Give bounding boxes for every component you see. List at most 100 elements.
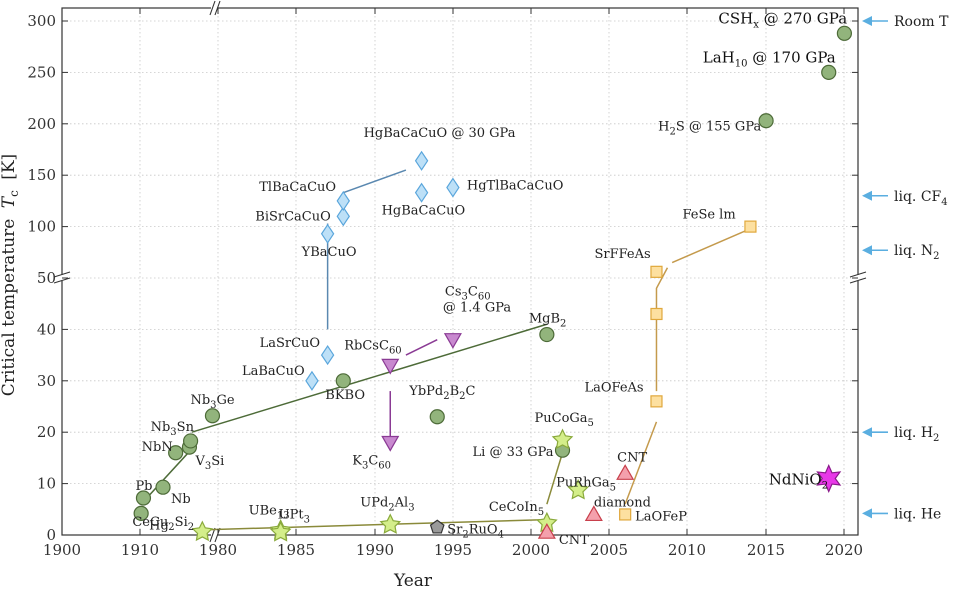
y-break-left [53, 277, 71, 284]
heavy_fermion-marker [551, 428, 574, 450]
y-tick-label: 20 [37, 423, 56, 441]
iron-label: LaOFeAs [584, 380, 643, 395]
cuprate-marker [446, 177, 460, 198]
iron-marker [619, 508, 632, 521]
label-subscript: 2 [388, 503, 394, 514]
label-text: LaSrCuO [260, 336, 320, 351]
heavy_fermion-label: UPt3 [279, 507, 310, 525]
ref-label-subscript: 2 [933, 251, 939, 262]
y-break-right [849, 271, 867, 278]
label-text: BKBO [325, 388, 365, 403]
x-tick-label: 1990 [356, 541, 394, 559]
x-tick-label: 1910 [121, 541, 159, 559]
cuprate-marker [320, 345, 335, 366]
label-text: @ 170 GPa [747, 48, 835, 66]
label-text: PuCoGa [535, 411, 588, 426]
label-subscript: 3 [170, 427, 176, 438]
x-tick-label: 1900 [43, 541, 81, 559]
ref-label: liq. CF4 [894, 189, 948, 208]
fulleride-label: K3C60 [352, 453, 391, 471]
x-tick-label: 2010 [668, 541, 706, 559]
label-text: Li @ 33 GPa [473, 445, 554, 460]
label-text: Si [175, 515, 188, 530]
heavy_fermion-label: UPd2Al3 [360, 496, 414, 514]
label-subscript: x [753, 19, 759, 30]
ref-label-text: liq. He [894, 506, 941, 522]
x-break-top-mask [211, 1, 217, 15]
x-tick-label: 2000 [512, 541, 550, 559]
x-break-bottom-mask [211, 528, 217, 542]
label-text: CNT [617, 450, 647, 465]
label-subscript: 60 [389, 345, 402, 356]
bcs-marker [335, 373, 351, 389]
cuprate-label: HgBaCaCuO [382, 204, 466, 219]
cuprate-label: BiSrCaCuO [255, 209, 331, 224]
ruthenate-marker [429, 519, 445, 534]
x-tick-label: 1980 [199, 541, 237, 559]
fulleride-marker [443, 333, 462, 349]
trend-lines [142, 169, 751, 531]
y-tick-label: 200 [27, 115, 56, 133]
label-subscript: 2 [560, 319, 566, 330]
label-text: FeSe lm [682, 208, 735, 223]
plot-border [61, 7, 859, 536]
heavy_fermion-marker [191, 520, 214, 542]
bcs-label: LaH10 @ 170 GPa [703, 48, 836, 69]
cuprate-label: YBaCuO [301, 245, 357, 260]
label-text: YBaCuO [301, 245, 357, 260]
heavy_fermion-marker [269, 521, 292, 542]
heavy_fermion-label: UBe13 [249, 503, 290, 521]
cuprate-label: HgBaCaCuO @ 30 GPa [364, 126, 516, 141]
x-tick-label: 2015 [747, 541, 785, 559]
iron-marker [744, 220, 757, 233]
label-text: RbCsC [344, 338, 389, 353]
ref-label-text: liq. N [894, 243, 933, 259]
label-text: BiSrCaCuO [255, 209, 331, 224]
bcs-marker [183, 433, 199, 449]
label-text: @ 270 GPa [759, 9, 847, 27]
label-text: B [450, 384, 460, 399]
y-tick-label: 0 [46, 526, 56, 544]
bcs-marker [758, 113, 774, 129]
plot-frame [53, 0, 867, 543]
carbon-marker [584, 505, 603, 522]
label-subscript: 3 [304, 514, 310, 525]
cuprate-marker [320, 223, 335, 244]
ref-arrow-head [862, 508, 872, 519]
label-subscript: 2 [822, 480, 828, 491]
cuprate-label: LaBaCuO [242, 364, 305, 379]
heavy-fermion-trend-rise [546, 452, 564, 505]
ref-label-text: Room T [894, 14, 949, 30]
bcs-label: Li @ 33 GPa [473, 445, 554, 460]
bcs-marker [429, 409, 445, 425]
label-subscript: 3 [205, 461, 211, 472]
iron-trend-top [671, 227, 751, 264]
carbon-marker [616, 464, 635, 480]
bcs-trend-late [191, 323, 548, 433]
label-subscript: 3 [210, 400, 216, 411]
label-text: Sr [447, 522, 463, 537]
bcs-label: Nb3Sn [151, 420, 195, 438]
ref-arrow-head [862, 427, 872, 438]
y-tick-label: 150 [27, 166, 56, 184]
x-axis-title: Year [393, 571, 433, 589]
ref-label: liq. N2 [894, 243, 939, 262]
label-text: HgBaCaCuO [382, 204, 466, 219]
label-text: Ge [217, 393, 235, 408]
iron-marker [650, 307, 663, 321]
label-text: H [658, 120, 669, 135]
bcs-marker [168, 445, 184, 461]
heavy_fermion-label: CeCu2Si2 [132, 515, 194, 533]
bcs-label: MgB2 [529, 312, 567, 330]
label-text: LaBaCuO [242, 364, 305, 379]
cuprate-marker [305, 370, 319, 391]
nickelate-marker [816, 463, 842, 493]
iron-label: LaOFeP [635, 509, 687, 524]
label-text: S @ 155 GPa [676, 120, 762, 135]
x-tick-label: 2005 [590, 541, 628, 559]
label-text: Al [394, 496, 409, 511]
fulleride-label-extra: @ 1.4 GPa [443, 301, 511, 316]
cuprate-marker [414, 150, 429, 171]
